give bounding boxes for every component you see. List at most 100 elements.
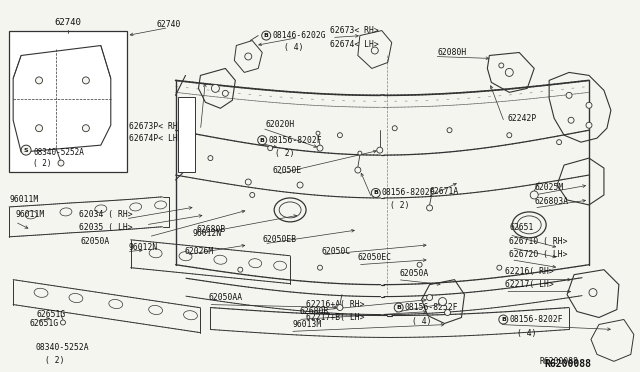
Text: 62673P< RH>: 62673P< RH>	[129, 122, 182, 131]
Circle shape	[371, 189, 380, 198]
Circle shape	[445, 310, 451, 315]
Text: B: B	[396, 305, 401, 310]
Circle shape	[506, 68, 513, 76]
Circle shape	[377, 147, 383, 153]
Text: 62216+A( RH>: 62216+A( RH>	[306, 300, 365, 309]
Text: 62242P: 62242P	[508, 114, 536, 123]
Text: 96011M: 96011M	[15, 211, 44, 219]
Text: 62740: 62740	[156, 20, 180, 29]
Circle shape	[355, 167, 361, 173]
Text: 08156-8202F: 08156-8202F	[509, 315, 563, 324]
Circle shape	[36, 77, 42, 84]
Text: ( 4): ( 4)	[517, 329, 537, 338]
Text: 62050C: 62050C	[322, 247, 351, 256]
Circle shape	[358, 151, 362, 155]
Text: ( 2): ( 2)	[275, 149, 294, 158]
Text: 626710 ( RH>: 626710 ( RH>	[509, 237, 568, 246]
Circle shape	[36, 125, 42, 132]
Text: ( 2): ( 2)	[390, 201, 409, 211]
Circle shape	[438, 298, 447, 305]
Circle shape	[317, 265, 323, 270]
Circle shape	[507, 133, 512, 138]
Text: B: B	[501, 317, 506, 322]
Circle shape	[447, 128, 452, 133]
Circle shape	[208, 155, 213, 161]
Text: B: B	[373, 190, 378, 195]
Text: 96011M: 96011M	[9, 195, 38, 205]
Circle shape	[337, 305, 343, 311]
Text: ( 2): ( 2)	[45, 356, 65, 365]
Text: B: B	[264, 33, 269, 38]
Text: 62217( LH>: 62217( LH>	[506, 280, 554, 289]
Text: 62651: 62651	[509, 223, 534, 232]
Text: 62025M: 62025M	[534, 183, 563, 192]
Text: ( 4): ( 4)	[284, 43, 303, 52]
Text: 96012N: 96012N	[129, 243, 158, 252]
Circle shape	[427, 295, 433, 301]
Text: 62020H: 62020H	[265, 120, 294, 129]
Circle shape	[238, 267, 243, 272]
Text: 62672O ( LH>: 62672O ( LH>	[509, 250, 568, 259]
Text: 62651G: 62651G	[29, 319, 58, 328]
Circle shape	[394, 303, 403, 312]
Circle shape	[557, 140, 561, 145]
Text: B: B	[260, 138, 265, 143]
Text: 62216( RH>: 62216( RH>	[506, 267, 554, 276]
Text: S: S	[24, 148, 28, 153]
Circle shape	[417, 262, 422, 267]
Circle shape	[586, 122, 592, 128]
Circle shape	[371, 47, 378, 54]
Circle shape	[530, 191, 538, 199]
Text: R6200088: R6200088	[539, 357, 578, 366]
Text: 62050AA: 62050AA	[209, 293, 243, 302]
Text: 96013M: 96013M	[292, 320, 321, 329]
Circle shape	[297, 182, 303, 188]
Circle shape	[222, 90, 228, 96]
Text: R6200088: R6200088	[544, 359, 591, 369]
Circle shape	[586, 102, 592, 108]
Circle shape	[83, 77, 90, 84]
Text: 62035 ( LH>: 62035 ( LH>	[79, 223, 132, 232]
Text: 62050EC: 62050EC	[358, 253, 392, 262]
Text: 08156-8252F: 08156-8252F	[404, 303, 458, 312]
Circle shape	[60, 320, 65, 325]
Text: 62080H: 62080H	[438, 48, 467, 57]
Circle shape	[250, 192, 255, 198]
Circle shape	[268, 146, 273, 151]
Circle shape	[497, 265, 502, 270]
Circle shape	[21, 145, 31, 155]
Circle shape	[83, 125, 90, 132]
Bar	[9, 31, 127, 172]
Circle shape	[258, 136, 267, 145]
Circle shape	[262, 31, 271, 40]
Circle shape	[568, 117, 574, 123]
Circle shape	[589, 289, 597, 296]
Text: 62740: 62740	[54, 17, 81, 27]
Circle shape	[499, 63, 504, 68]
Text: 62050A: 62050A	[81, 237, 110, 246]
Circle shape	[317, 145, 323, 151]
Text: 62050A: 62050A	[400, 269, 429, 278]
Circle shape	[499, 315, 508, 324]
Text: 62680B: 62680B	[196, 225, 226, 234]
Text: 62671A: 62671A	[429, 187, 459, 196]
Text: 62217+B( LH>: 62217+B( LH>	[306, 313, 365, 322]
Text: 62050EB: 62050EB	[262, 235, 296, 244]
Circle shape	[427, 205, 433, 211]
Circle shape	[245, 179, 252, 185]
Text: 08340-5252A: 08340-5252A	[33, 148, 84, 157]
Circle shape	[244, 53, 252, 60]
Text: ( 2): ( 2)	[33, 158, 52, 167]
Circle shape	[316, 131, 320, 135]
Text: 08156-8202F: 08156-8202F	[268, 136, 322, 145]
Bar	[177, 97, 195, 172]
Text: 96012N: 96012N	[193, 229, 221, 238]
Text: 08156-8202F: 08156-8202F	[382, 189, 435, 198]
Text: 62026M: 62026M	[184, 247, 214, 256]
Text: 62034 ( RH>: 62034 ( RH>	[79, 211, 132, 219]
Text: ( 4): ( 4)	[412, 317, 431, 326]
Text: 62673< RH>: 62673< RH>	[330, 26, 379, 35]
Circle shape	[566, 92, 572, 98]
Text: 08340-5252A: 08340-5252A	[35, 343, 89, 352]
Circle shape	[392, 126, 397, 131]
